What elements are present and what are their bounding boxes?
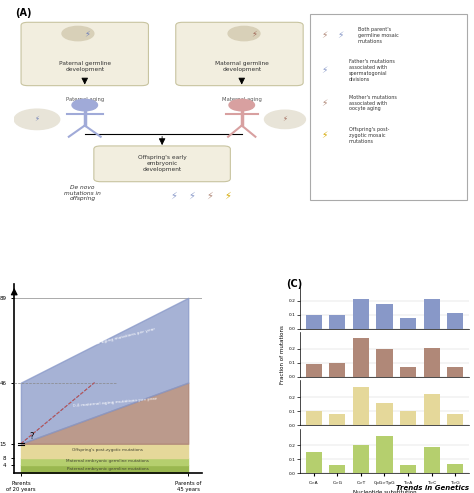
Text: ⚡: ⚡ bbox=[207, 191, 213, 201]
Text: De novo
mutations in
offspring: De novo mutations in offspring bbox=[64, 185, 101, 201]
Text: (C): (C) bbox=[286, 279, 302, 289]
Bar bbox=[353, 445, 369, 473]
Bar bbox=[400, 317, 416, 329]
Bar bbox=[306, 315, 322, 329]
Text: 0.4 maternal aging mutations per year: 0.4 maternal aging mutations per year bbox=[73, 397, 157, 408]
Text: Both parent's
germline mosaic
mutations: Both parent's germline mosaic mutations bbox=[358, 27, 399, 44]
Circle shape bbox=[264, 110, 305, 129]
Bar bbox=[353, 387, 369, 425]
Bar bbox=[306, 364, 322, 377]
Bar bbox=[447, 463, 463, 473]
Text: ⚡: ⚡ bbox=[170, 191, 177, 201]
Bar bbox=[329, 315, 346, 329]
FancyBboxPatch shape bbox=[310, 14, 467, 200]
Text: ⚡: ⚡ bbox=[321, 131, 328, 140]
Text: Offspring's early
embryonic
development: Offspring's early embryonic development bbox=[138, 155, 186, 172]
Bar bbox=[400, 411, 416, 425]
Text: ?: ? bbox=[29, 432, 34, 441]
Text: ⚡: ⚡ bbox=[188, 191, 195, 201]
Text: Paternal aging: Paternal aging bbox=[65, 97, 104, 102]
Text: Maternal aging: Maternal aging bbox=[222, 97, 262, 102]
FancyBboxPatch shape bbox=[176, 22, 303, 86]
Bar bbox=[424, 348, 439, 377]
Bar bbox=[376, 436, 392, 473]
Circle shape bbox=[62, 27, 94, 41]
Bar bbox=[306, 411, 322, 425]
Text: Offspring's post-
zygotic mosaic
mutations: Offspring's post- zygotic mosaic mutatio… bbox=[349, 127, 389, 144]
Y-axis label: Fraction of mutations: Fraction of mutations bbox=[280, 325, 284, 384]
Bar bbox=[447, 367, 463, 377]
Circle shape bbox=[72, 100, 98, 111]
Text: ⚡: ⚡ bbox=[225, 191, 231, 201]
Text: Maternal germline
development: Maternal germline development bbox=[215, 61, 269, 71]
Text: ⚡: ⚡ bbox=[85, 29, 91, 38]
Text: Maternal embryonic germline mutations: Maternal embryonic germline mutations bbox=[66, 459, 149, 463]
Text: ⚡: ⚡ bbox=[35, 116, 39, 122]
Bar bbox=[329, 465, 346, 473]
Text: ⚡: ⚡ bbox=[251, 29, 257, 38]
Bar bbox=[400, 465, 416, 473]
Text: ⚡: ⚡ bbox=[337, 31, 344, 40]
Circle shape bbox=[229, 100, 255, 111]
Bar bbox=[424, 447, 439, 473]
Bar bbox=[329, 414, 346, 425]
FancyBboxPatch shape bbox=[21, 22, 148, 86]
Text: ⚡: ⚡ bbox=[321, 31, 328, 40]
Text: Paternal embryonic germline mutations: Paternal embryonic germline mutations bbox=[67, 467, 149, 471]
Text: ⚡: ⚡ bbox=[283, 116, 287, 122]
Bar bbox=[353, 338, 369, 377]
Text: 1.3 paternal aging mutations per year: 1.3 paternal aging mutations per year bbox=[74, 327, 155, 351]
Text: Trends in Genetics: Trends in Genetics bbox=[396, 485, 469, 491]
Bar bbox=[353, 299, 369, 329]
Bar bbox=[447, 414, 463, 425]
Text: ⚡: ⚡ bbox=[321, 66, 328, 75]
Bar bbox=[376, 403, 392, 425]
Circle shape bbox=[14, 109, 60, 130]
Bar bbox=[400, 367, 416, 377]
Text: Mother's mutations
associated with
oocyte aging: Mother's mutations associated with oocyt… bbox=[349, 95, 397, 111]
Text: ⚡: ⚡ bbox=[321, 99, 328, 107]
Text: Paternal germline
development: Paternal germline development bbox=[59, 61, 111, 71]
Bar bbox=[306, 453, 322, 473]
X-axis label: Nucleotide substitution: Nucleotide substitution bbox=[353, 491, 416, 493]
Text: Offspring's post-zygotic mutations: Offspring's post-zygotic mutations bbox=[73, 448, 143, 452]
Circle shape bbox=[228, 27, 260, 41]
Bar bbox=[376, 349, 392, 377]
Bar bbox=[376, 304, 392, 329]
Text: (A): (A) bbox=[15, 8, 32, 18]
Bar bbox=[329, 363, 346, 377]
Text: Father's mutations
associated with
spermatogonial
divisions: Father's mutations associated with sperm… bbox=[349, 59, 394, 81]
Bar bbox=[424, 299, 439, 329]
Bar bbox=[447, 314, 463, 329]
Bar bbox=[424, 394, 439, 425]
FancyBboxPatch shape bbox=[94, 146, 230, 182]
